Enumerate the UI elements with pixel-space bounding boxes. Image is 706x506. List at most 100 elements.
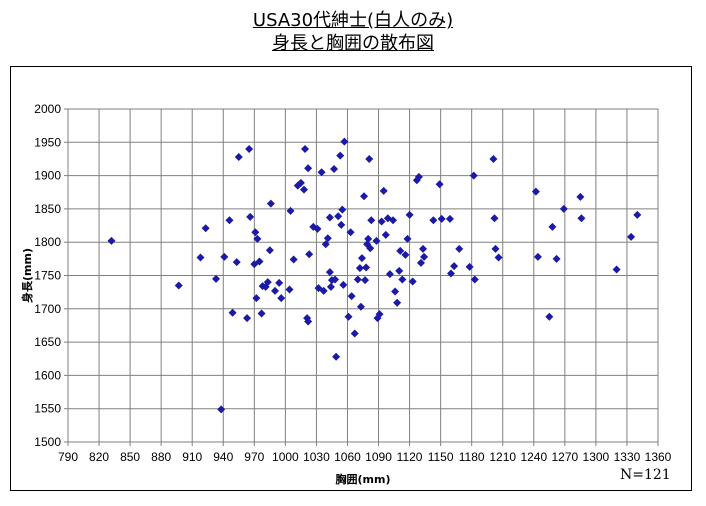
data-point [325,213,334,222]
chart-title-line1: USA30代紳士(白人のみ) [252,10,454,31]
data-point [465,262,474,271]
data-point [360,192,369,201]
data-point [174,281,183,290]
data-point [296,178,305,187]
data-point [251,228,260,237]
data-point [252,294,261,303]
data-point [332,352,341,361]
data-point [246,212,255,221]
data-point [577,214,586,223]
y-tick-label: 1900 [34,169,61,183]
data-point [263,278,272,287]
data-point [395,266,404,275]
data-point [429,216,438,225]
x-tick-label: 1330 [614,450,641,464]
y-tick-label: 1500 [34,435,61,449]
data-point [470,275,479,284]
data-point [446,269,455,278]
data-point [381,230,390,239]
y-tick-label: 1550 [34,402,61,416]
x-tick-label: 1180 [459,450,485,464]
data-point [391,287,400,296]
data-point [491,244,500,253]
grid-lines [67,108,659,443]
y-tick-label: 2000 [34,102,61,116]
x-tick-label: 850 [120,450,140,464]
data-point [627,232,636,241]
data-point [340,137,349,146]
data-point [361,276,370,285]
data-point [337,220,346,229]
data-point [455,244,464,253]
data-point [277,294,286,303]
data-point [362,263,371,272]
data-point [435,180,444,189]
data-point [265,246,274,255]
y-tick-label: 1750 [34,269,61,283]
data-point [357,254,366,263]
data-point [217,405,226,414]
data-point [201,224,210,233]
data-point [389,216,398,225]
data-point [196,253,205,262]
data-point [398,275,407,284]
data-point [576,192,585,201]
x-tick-label: 1090 [365,450,392,464]
x-tick-label: 1150 [428,450,454,464]
data-point [366,244,375,253]
x-tick-label: 1240 [520,450,547,464]
data-point [330,164,339,173]
y-tick-label: 1600 [34,368,61,382]
data-point [317,168,326,177]
sample-size-note: N=121 [620,467,671,483]
data-point [257,309,266,318]
data-point [420,252,429,261]
data-point [552,254,561,263]
data-point [245,144,254,153]
data-point [305,250,314,259]
y-tick-label: 1800 [34,235,61,249]
x-tick-label: 1300 [583,450,610,464]
data-point [531,187,540,196]
data-point [412,176,421,185]
x-tick-label: 940 [213,450,233,464]
data-point [336,151,345,160]
data-point [365,154,374,163]
data-point [319,286,328,295]
data-point [545,312,554,321]
data-point [419,244,428,253]
y-axis-ticks: 1500 1550 1600 1650 1700 1750 1800 1850 1900 1950… [34,102,68,449]
data-point [450,262,459,271]
data-point [338,205,347,214]
data-point [325,268,334,277]
data-point [286,206,295,215]
data-point [494,253,503,262]
scatter-chart: 790 820 850 880 910 940 970 1000 1030 1060 1090 112… [20,102,672,486]
data-point [353,275,362,284]
data-point [408,277,417,286]
data-point [220,252,229,261]
data-point [344,312,353,321]
data-point [323,234,332,243]
data-point [107,236,116,245]
data-point [469,171,478,180]
x-tick-label: 970 [244,450,264,464]
data-point [225,216,234,225]
data-point [266,199,275,208]
data-point [393,298,402,307]
data-point [331,275,340,284]
data-point [414,172,423,181]
data-point [285,285,294,294]
data-point [533,252,542,261]
x-tick-label: 1270 [551,450,578,464]
data-point [346,228,355,237]
data-point [367,216,376,225]
data-point [355,264,364,273]
y-tick-label: 1650 [34,335,61,349]
data-point [403,234,412,243]
data-point [304,317,313,326]
data-point [385,270,394,279]
data-point [612,265,621,274]
data-point [356,302,365,311]
data-point [275,278,284,287]
